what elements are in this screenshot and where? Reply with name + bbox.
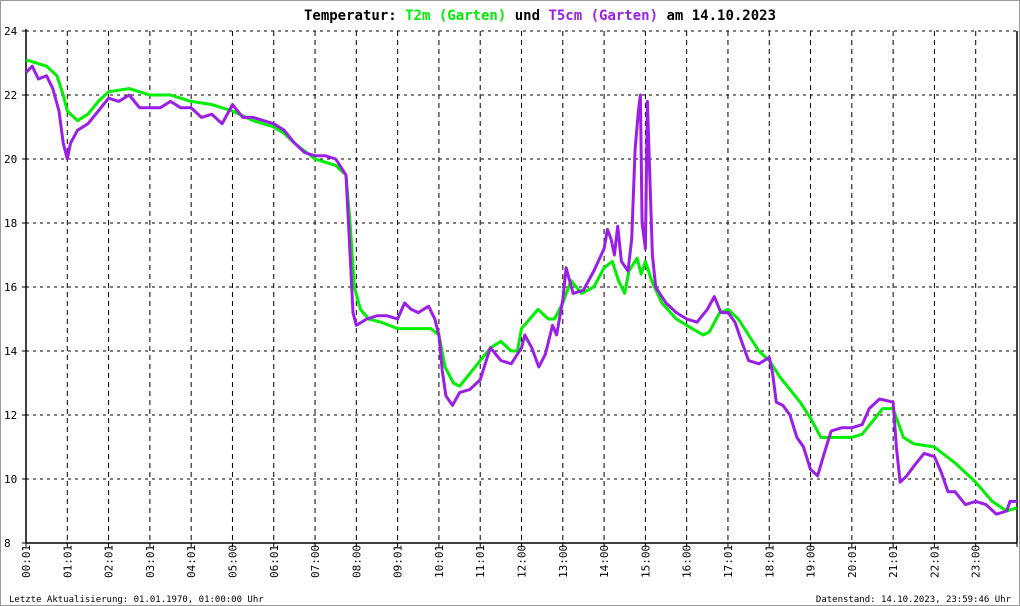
series-t5cm-line	[24, 64, 1017, 516]
series-t2m-line	[25, 58, 1018, 513]
series-lines	[24, 58, 1018, 516]
title-part: am 14.10.2023	[658, 8, 776, 24]
y-tick-label: 8	[4, 537, 11, 550]
x-tick-label: 21:01	[887, 545, 900, 578]
x-tick-label: 14:00	[598, 545, 611, 578]
title-part: T2m (Garten)	[405, 8, 506, 24]
x-tick-label: 17:01	[722, 545, 735, 578]
x-tick-label: 18:01	[763, 545, 776, 578]
x-tick-label: 04:01	[185, 545, 198, 578]
x-tick-label: 15:00	[639, 545, 652, 578]
footer-data-status: Datenstand: 14.10.2023, 23:59:46 Uhr	[816, 595, 1012, 605]
y-tick-label: 14	[4, 345, 18, 358]
footer-last-update: Letzte Aktualisierung: 01.01.1970, 01:00…	[9, 595, 264, 605]
title-part: T5cm (Garten)	[548, 8, 658, 24]
x-tick-label: 23:00	[970, 545, 983, 578]
x-tick-label: 13:00	[557, 545, 570, 578]
y-tick-label: 10	[4, 473, 17, 486]
x-tick-label: 06:01	[268, 545, 281, 578]
x-tick-label: 08:00	[350, 545, 363, 578]
y-tick-label: 24	[4, 25, 18, 38]
x-tick-label: 03:01	[144, 545, 157, 578]
x-tick-label: 11:01	[474, 545, 487, 578]
x-tick-label: 19:00	[805, 545, 818, 578]
y-tick-label: 12	[4, 409, 17, 422]
y-tick-label: 20	[4, 153, 17, 166]
grid	[26, 30, 1018, 544]
y-tick-label: 22	[4, 89, 17, 102]
x-tick-label: 02:01	[103, 545, 116, 578]
x-tick-label: 01:01	[61, 545, 74, 578]
x-tick-label: 09:01	[392, 545, 405, 578]
y-tick-label: 18	[4, 217, 17, 230]
y-tick-label: 16	[4, 281, 17, 294]
x-tick-label: 12:00	[516, 545, 529, 578]
x-tick-label: 22:01	[928, 545, 941, 578]
chart-title: Temperatur: T2m (Garten) und T5cm (Garte…	[304, 8, 776, 24]
x-tick-label: 00:01	[20, 545, 33, 578]
title-part: und	[506, 8, 548, 24]
title-part: Temperatur:	[304, 8, 405, 24]
x-tick-label: 16:00	[681, 545, 694, 578]
x-tick-label: 07:00	[309, 545, 322, 578]
x-tick-label: 05:00	[226, 545, 239, 578]
axes: 8 10 12 14 16 18 20 22 24 00:01 01:01 02:01 03:01 04:…	[4, 25, 1018, 578]
x-tick-label: 10:01	[433, 545, 446, 578]
x-tick-label: 20:01	[846, 545, 859, 578]
